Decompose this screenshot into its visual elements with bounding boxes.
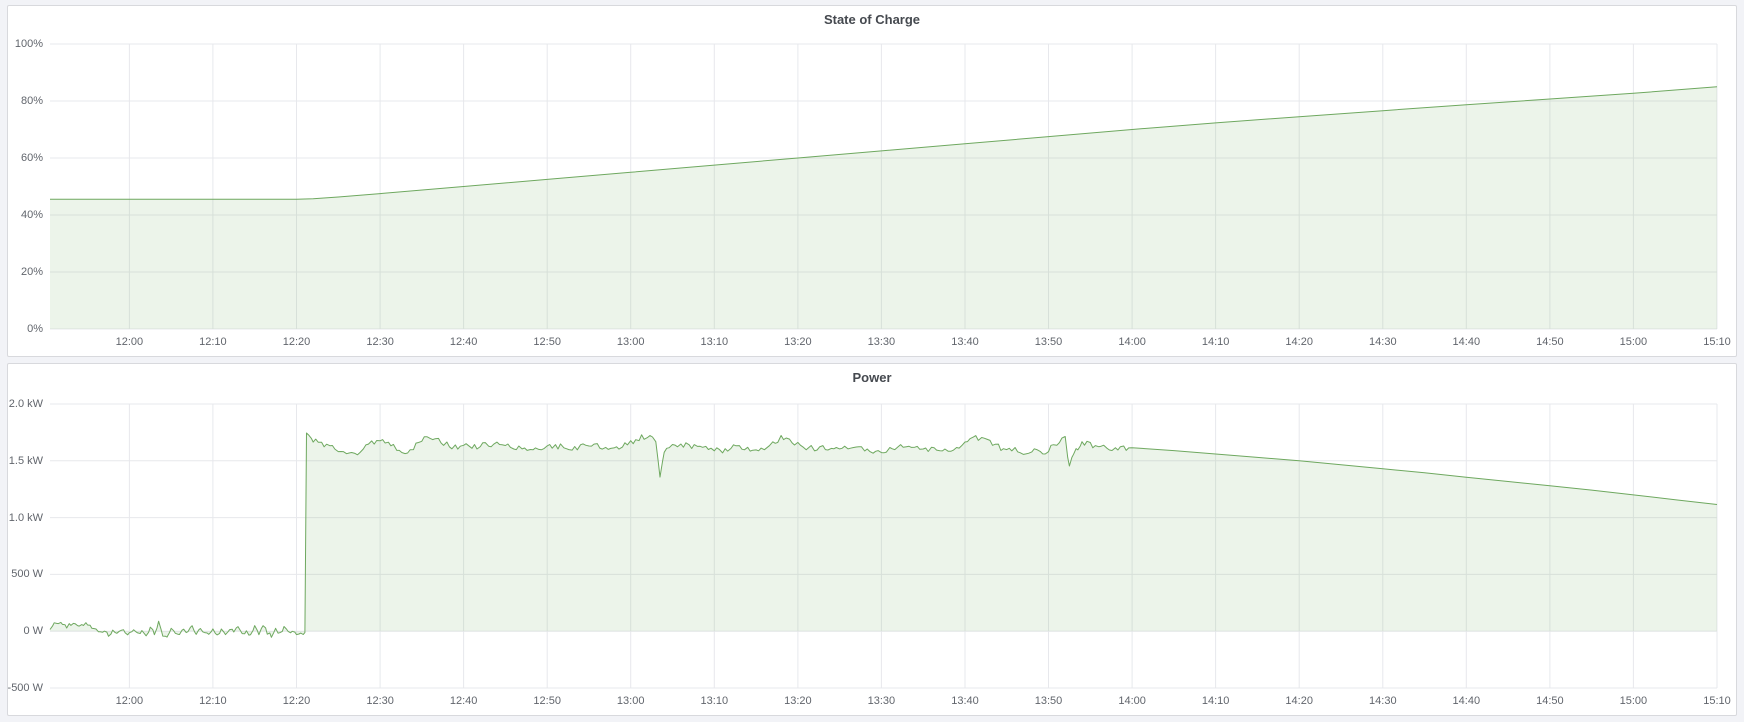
y-tick-label: 500 W <box>11 568 43 581</box>
x-tick-label: 13:10 <box>700 695 729 707</box>
x-tick-label: 12:20 <box>282 695 311 707</box>
x-tick-label: 14:40 <box>1452 336 1481 348</box>
x-tick-label: 13:00 <box>616 336 645 348</box>
x-tick-label: 13:50 <box>1034 695 1063 707</box>
x-tick-label: 13:20 <box>784 336 812 348</box>
x-tick-label: 13:10 <box>700 336 729 348</box>
x-tick-label: 12:10 <box>199 336 227 348</box>
x-tick-label: 13:30 <box>867 336 896 348</box>
x-tick-label: 12:50 <box>533 695 561 707</box>
power-series-line <box>49 432 1718 638</box>
soc-chart-plot-area[interactable]: 0% 20% 40% 60% 80% 100% 12:00 12:10 12:20 12:30 12… <box>15 38 1731 348</box>
panel-title-power[interactable]: Power <box>852 370 892 385</box>
x-tick-label: 12:40 <box>449 336 478 348</box>
power-chart-plot-area[interactable]: -500 W 0 W 500 W 1.0 kW 1.5 kW 2.0 kW 12:00 12:… <box>8 398 1731 707</box>
y-tick-label: 1.0 kW <box>8 511 43 524</box>
x-tick-label: 15:10 <box>1703 336 1731 348</box>
power-series-area <box>50 433 1717 638</box>
x-tick-label: 12:50 <box>533 336 561 348</box>
x-tick-label: 14:10 <box>1201 695 1230 707</box>
y-tick-label: 1.5 kW <box>8 454 43 467</box>
y-tick-label: 60% <box>20 152 43 164</box>
x-tick-label: 13:30 <box>867 695 896 707</box>
panel-title-state-of-charge[interactable]: State of Charge <box>823 12 921 27</box>
x-tick-label: 12:30 <box>366 695 394 707</box>
x-tick-label: 12:00 <box>115 336 144 348</box>
x-tick-label: 14:40 <box>1452 695 1481 707</box>
x-tick-label: 14:20 <box>1285 695 1313 707</box>
state-of-charge-chart-svg[interactable] <box>50 43 1718 330</box>
x-tick-label: 15:10 <box>1703 695 1731 707</box>
x-tick-label: 13:00 <box>616 695 645 707</box>
x-tick-label: 12:20 <box>282 336 311 348</box>
x-tick-label: 14:00 <box>1118 336 1146 348</box>
panel-power: Power -500 W 0 W 500 W 1.0 kW 1.5 kW 2.0 kW 12… <box>7 363 1737 716</box>
x-tick-label: 12:30 <box>366 336 394 348</box>
x-tick-label: 15:00 <box>1619 695 1648 707</box>
x-tick-label: 13:40 <box>951 336 979 348</box>
x-tick-label: 14:30 <box>1369 336 1397 348</box>
y-tick-label: 0% <box>27 323 43 335</box>
y-tick-label: 80% <box>20 95 43 107</box>
state-of-charge-series-area <box>50 86 1717 329</box>
x-tick-label: 13:20 <box>784 695 812 707</box>
x-tick-label: 13:50 <box>1034 336 1063 348</box>
x-tick-label: 14:10 <box>1201 336 1230 348</box>
x-tick-label: 14:00 <box>1118 695 1146 707</box>
x-tick-label: 14:50 <box>1536 336 1564 348</box>
x-tick-label: 13:40 <box>951 695 979 707</box>
state-of-charge-series-line <box>50 86 1718 200</box>
y-tick-label: 100% <box>14 38 43 50</box>
panel-state-of-charge: State of Charge 0% 20% 40% 60% 80% 100% 12:00 1… <box>7 5 1737 357</box>
y-tick-label: 0 W <box>23 625 43 638</box>
x-tick-label: 12:10 <box>199 695 227 707</box>
x-tick-label: 14:50 <box>1536 695 1564 707</box>
x-tick-label: 14:20 <box>1285 336 1313 348</box>
x-tick-label: 12:40 <box>449 695 478 707</box>
x-tick-label: 14:30 <box>1369 695 1397 707</box>
y-tick-label: 20% <box>20 266 43 278</box>
x-tick-label: 12:00 <box>115 695 144 707</box>
y-tick-label: 2.0 kW <box>8 398 43 410</box>
y-tick-label: 40% <box>20 209 43 221</box>
power-chart-svg[interactable] <box>49 403 1718 689</box>
y-tick-label: -500 W <box>7 682 43 694</box>
x-tick-label: 15:00 <box>1619 336 1648 348</box>
